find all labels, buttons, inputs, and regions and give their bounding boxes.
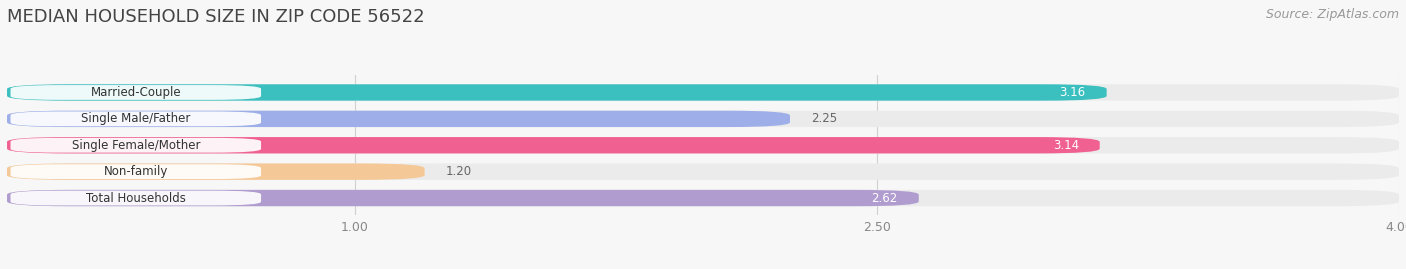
FancyBboxPatch shape [7, 164, 425, 180]
FancyBboxPatch shape [10, 138, 262, 153]
Text: Non-family: Non-family [104, 165, 167, 178]
Text: Source: ZipAtlas.com: Source: ZipAtlas.com [1265, 8, 1399, 21]
FancyBboxPatch shape [7, 84, 1107, 101]
FancyBboxPatch shape [7, 137, 1399, 153]
Text: 1.20: 1.20 [446, 165, 471, 178]
FancyBboxPatch shape [7, 190, 1399, 206]
FancyBboxPatch shape [7, 190, 918, 206]
Text: 2.25: 2.25 [811, 112, 837, 125]
FancyBboxPatch shape [7, 111, 1399, 127]
Text: 2.62: 2.62 [872, 192, 898, 204]
FancyBboxPatch shape [7, 164, 1399, 180]
Text: MEDIAN HOUSEHOLD SIZE IN ZIP CODE 56522: MEDIAN HOUSEHOLD SIZE IN ZIP CODE 56522 [7, 8, 425, 26]
Text: 3.14: 3.14 [1053, 139, 1078, 152]
Text: Single Male/Father: Single Male/Father [82, 112, 190, 125]
FancyBboxPatch shape [7, 84, 1399, 101]
FancyBboxPatch shape [7, 111, 790, 127]
FancyBboxPatch shape [10, 111, 262, 126]
Text: Total Households: Total Households [86, 192, 186, 204]
Text: Single Female/Mother: Single Female/Mother [72, 139, 200, 152]
FancyBboxPatch shape [7, 137, 1099, 153]
Text: 3.16: 3.16 [1060, 86, 1085, 99]
Text: Married-Couple: Married-Couple [90, 86, 181, 99]
FancyBboxPatch shape [10, 85, 262, 100]
FancyBboxPatch shape [10, 164, 262, 179]
FancyBboxPatch shape [10, 191, 262, 206]
